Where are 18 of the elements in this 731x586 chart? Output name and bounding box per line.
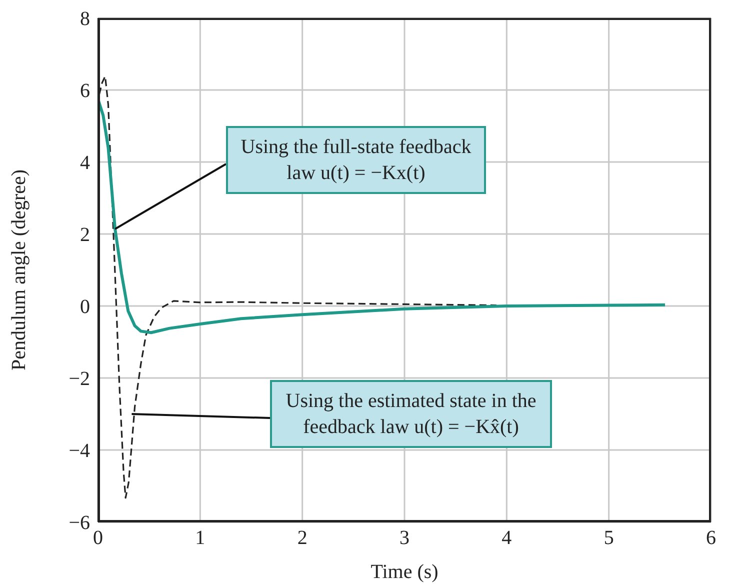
y-tick-label: 2 [80,224,90,246]
y-axis-title: Pendulum angle (degree) [8,169,30,371]
y-tick-label: 6 [80,80,90,102]
x-tick-label: 4 [502,527,512,550]
annotation: Using the full-state feedback law u(t) = −Kx(t) [226,126,486,194]
y-tick-label: 4 [80,152,90,174]
annotation: Using the estimated state in the feedback law u(t) = −Kx̂(t) [270,380,552,448]
x-axis-title: Time (s) [370,561,438,583]
x-tick-label: 6 [706,527,716,550]
y-tick-label: −4 [68,440,90,462]
x-tick-label: 3 [400,527,410,550]
y-tick-label: 8 [80,8,90,30]
x-tick-label: 2 [297,527,308,550]
y-tick-label: 0 [80,296,90,318]
y-tick-label: −2 [68,368,90,390]
y-tick-label: −6 [68,512,90,534]
x-tick-label: 1 [195,527,206,550]
x-tick-label: 5 [604,527,614,550]
